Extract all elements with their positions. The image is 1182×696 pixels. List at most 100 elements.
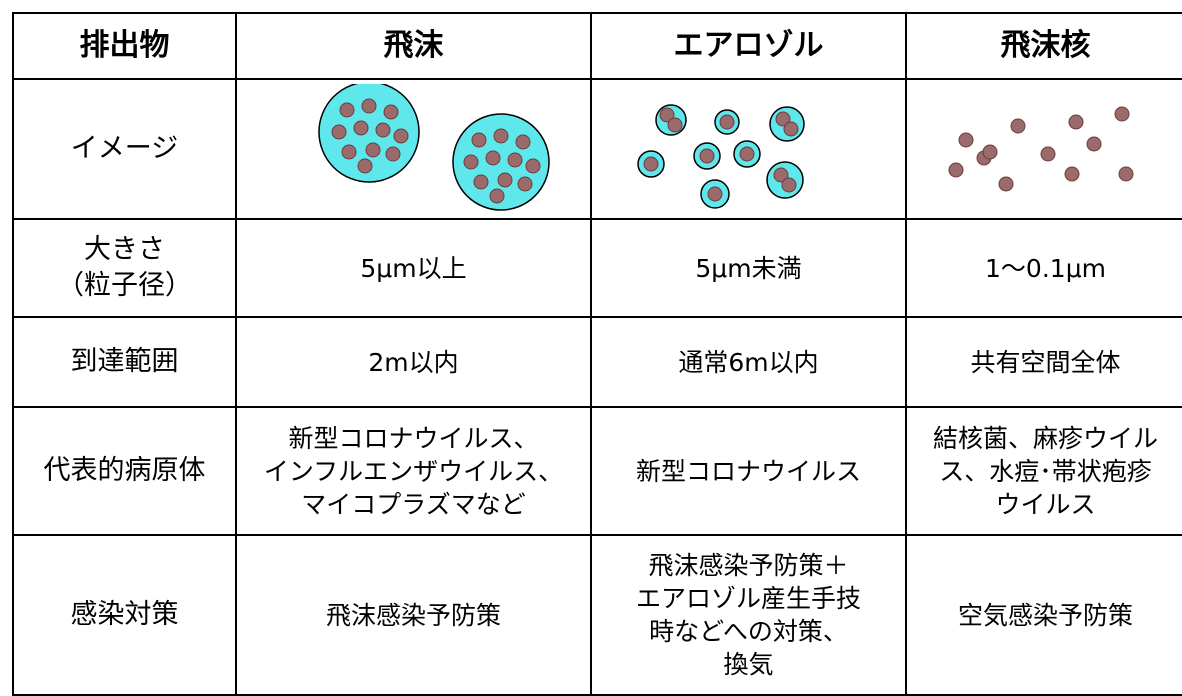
- table-cell: 空気感染予防策: [905, 534, 1182, 696]
- header-row: 排出物 飛沫 エアロゾル 飛沫核: [12, 12, 1182, 80]
- virus-particle: [783, 121, 798, 137]
- virus-particle: [357, 158, 372, 174]
- virus-particle: [958, 132, 973, 148]
- table-cell: 新型コロナウイルス: [590, 406, 907, 536]
- virus-particle: [1114, 106, 1129, 122]
- header-cell: 飛沫核: [905, 12, 1182, 80]
- virus-particle: [707, 186, 722, 202]
- table-cell: 結核菌、麻疹ウイル ス、水痘･帯状疱疹 ウイルス: [905, 406, 1182, 536]
- virus-particle: [948, 162, 963, 178]
- header-cell: 飛沫: [235, 12, 592, 80]
- text-line: 大きさ: [84, 234, 165, 266]
- text-line: 5μm未満: [695, 253, 802, 283]
- table-cell: 通常6m以内: [590, 316, 907, 408]
- text-line: 代表的病原体: [43, 455, 206, 487]
- table-cell: 飛沫感染予防策＋ エアロゾル産生手技 時などへの対策、 換気: [590, 534, 907, 696]
- virus-particle: [471, 132, 486, 148]
- row-label: イメージ: [12, 78, 237, 220]
- virus-particle: [643, 156, 658, 172]
- text-line: 到達範囲: [70, 346, 179, 378]
- text-line: 換気: [723, 650, 774, 679]
- text-line: ウイルス: [995, 489, 1096, 519]
- text-line: 空気感染予防策: [957, 600, 1133, 630]
- image-cell: [235, 78, 592, 220]
- illustration: [317, 84, 550, 211]
- virus-particle: [485, 150, 500, 166]
- text-line: 新型コロナウイルス、: [288, 423, 539, 453]
- virus-particle: [998, 176, 1013, 192]
- virus-particle: [659, 107, 674, 123]
- virus-particle: [982, 144, 997, 160]
- virus-particle: [497, 172, 512, 188]
- virus-particle: [1068, 114, 1083, 130]
- header-cell: 排出物: [12, 12, 237, 80]
- virus-particle: [739, 146, 754, 162]
- virus-particle: [331, 124, 346, 140]
- virus-particle: [699, 148, 714, 164]
- image-cell: [905, 78, 1182, 220]
- table-row: 代表的病原体 新型コロナウイルス、 インフルエンザウイルス、 マイコプラズマなど 新型コ…: [12, 406, 1182, 536]
- virus-particle: [353, 120, 368, 136]
- virus-particle: [339, 102, 354, 118]
- comparison-table: 排出物 飛沫 エアロゾル 飛沫核イメージ大きさ （粒子径） 5μm以上 5μm未満 1〜0.1…: [12, 12, 1182, 696]
- virus-particle: [375, 122, 390, 138]
- row-label: 代表的病原体: [12, 406, 237, 536]
- table-cell: 5μm未満: [590, 218, 907, 318]
- virus-particle: [341, 144, 356, 160]
- text-line: 共有空間全体: [970, 347, 1121, 377]
- text-line: エアロゾル産生手技: [635, 584, 861, 613]
- virus-particle: [361, 98, 376, 114]
- table-cell: 1〜0.1μm: [905, 218, 1182, 318]
- virus-particle: [507, 152, 522, 168]
- header-cell: エアロゾル: [590, 12, 907, 80]
- table-cell: 5μm以上: [235, 218, 592, 318]
- text-line: 通常6m以内: [678, 347, 819, 377]
- virus-particle: [667, 117, 682, 133]
- table-cell: 飛沫感染予防策: [235, 534, 592, 696]
- virus-particle: [383, 104, 398, 120]
- virus-particle: [1086, 136, 1101, 152]
- virus-particle: [775, 111, 790, 127]
- table-row: 大きさ （粒子径） 5μm以上 5μm未満 1〜0.1μm: [12, 218, 1182, 318]
- virus-particle: [463, 154, 478, 170]
- virus-particle: [365, 142, 380, 158]
- virus-particle: [1064, 166, 1079, 182]
- virus-particle: [1040, 146, 1055, 162]
- table-row: 感染対策 飛沫感染予防策 飛沫感染予防策＋ エアロゾル産生手技 時などへの対策、 換気 空気…: [12, 534, 1182, 696]
- text-line: 新型コロナウイルス: [635, 456, 861, 486]
- virus-particle: [781, 177, 796, 193]
- table-cell: 2m以内: [235, 316, 592, 408]
- illustration: [948, 106, 1133, 192]
- virus-particle: [515, 134, 530, 150]
- text-line: マイコプラズマなど: [301, 489, 526, 519]
- text-line: 時などへの対策、: [649, 617, 848, 646]
- text-line: 飛沫感染予防策: [325, 600, 501, 630]
- text-line: 結核菌、麻疹ウイル: [932, 423, 1158, 453]
- virus-particle: [473, 174, 488, 190]
- virus-particle: [489, 188, 504, 204]
- virus-particle: [1010, 118, 1025, 134]
- text-line: ス、水痘･帯状疱疹: [939, 456, 1152, 486]
- virus-particle: [525, 158, 540, 174]
- text-line: 感染対策: [70, 599, 179, 631]
- row-label: 感染対策: [12, 534, 237, 696]
- text-line: イメージ: [70, 133, 179, 165]
- text-line: 飛沫感染予防策＋: [648, 551, 849, 580]
- text-line: 1〜0.1μm: [985, 253, 1106, 283]
- image-cell: [590, 78, 907, 220]
- text-line: （粒子径）: [57, 270, 192, 301]
- virus-particle: [719, 114, 734, 130]
- table-row: イメージ: [12, 78, 1182, 220]
- illustration: [636, 104, 805, 209]
- row-label: 大きさ （粒子径）: [12, 218, 237, 318]
- virus-particle: [493, 128, 508, 144]
- virus-particle: [1118, 166, 1133, 182]
- row-label: 到達範囲: [12, 316, 237, 408]
- virus-particle: [385, 146, 400, 162]
- virus-particle: [517, 176, 532, 192]
- text-line: インフルエンザウイルス、: [263, 456, 564, 486]
- virus-particle: [773, 167, 788, 183]
- table-cell: 共有空間全体: [905, 316, 1182, 408]
- virus-particle: [393, 128, 408, 144]
